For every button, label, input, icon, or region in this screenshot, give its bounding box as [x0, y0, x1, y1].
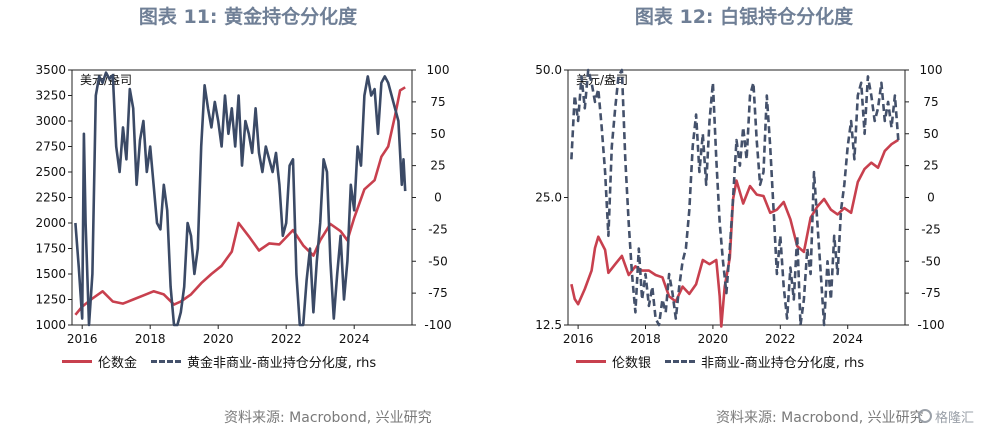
- right-axis-tick-label: 100: [427, 63, 450, 77]
- legend-item: 伦数金: [62, 352, 137, 371]
- left-axis-tick-label: 3250: [35, 89, 66, 103]
- left-axis-tick-label: 1250: [35, 293, 66, 307]
- unit-label: 美元/盎司: [80, 73, 132, 87]
- right-axis-tick-label: 25: [430, 159, 445, 173]
- unit-label: 美元/盎司: [576, 73, 628, 87]
- right-axis-tick-label: -75: [428, 286, 448, 300]
- legend-label: 伦数银: [612, 356, 652, 371]
- x-axis-tick-label: 2022: [271, 332, 302, 346]
- x-axis-tick-label: 2018: [135, 332, 166, 346]
- silver-chart: 50.0 25.0 12.5 100 75 50 25 0 -25 -50 -75 -100 2016 2…: [535, 63, 944, 346]
- right-axis-tick-label: -50: [428, 254, 448, 268]
- left-axis-tick-label: 2000: [35, 216, 66, 230]
- right-axis-tick-label: -100: [424, 318, 451, 332]
- positioning-series-line: [74, 71, 407, 327]
- left-axis-tick-label: 2750: [35, 140, 66, 154]
- left-axis-tick-label: 50.0: [535, 63, 562, 77]
- left-axis-tick-label: 2500: [35, 165, 66, 179]
- legend-label: 黄金非商业-商业持仓分化度, rhs: [187, 356, 377, 371]
- right-axis-tick-label: 0: [434, 191, 442, 205]
- legend-item: 非商业-商业持仓分化度, rhs: [665, 352, 864, 371]
- watermark-logo-icon: [918, 409, 932, 423]
- legend-item: 黄金非商业-商业持仓分化度, rhs: [151, 352, 376, 371]
- legend-swatch-solid: [62, 360, 92, 363]
- x-axis-tick-label: 2022: [765, 332, 796, 346]
- right-axis-tick-label: 50: [923, 127, 938, 141]
- gold-chart: 3500 3250 3000 2750 2500 2250 2000 1750 1500 1250…: [35, 63, 451, 346]
- legend-item: 伦数银: [576, 352, 651, 371]
- right-axis-tick-label: -75: [921, 286, 941, 300]
- chart-title: 图表 12: 白银持仓分化度: [634, 6, 854, 28]
- left-axis-tick-label: 1000: [35, 318, 66, 332]
- chart-legend: 伦数金 黄金非商业-商业持仓分化度, rhs: [62, 352, 390, 371]
- right-axis-tick-label: 75: [923, 95, 938, 109]
- right-axis-tick-label: -100: [917, 318, 944, 332]
- legend-label: 非商业-商业持仓分化度, rhs: [701, 356, 865, 371]
- chart-legend: 伦数银 非商业-商业持仓分化度, rhs: [576, 352, 878, 371]
- left-axis-tick-label: 12.5: [535, 318, 562, 332]
- right-axis-tick-label: -25: [921, 222, 941, 236]
- x-axis-tick-label: 2018: [630, 332, 661, 346]
- legend-label: 伦数金: [98, 356, 138, 371]
- right-axis-tick-label: -25: [428, 222, 448, 236]
- left-axis-tick-label: 2250: [35, 191, 66, 205]
- legend-swatch-dash: [151, 360, 182, 363]
- left-axis-tick-label: 1750: [35, 242, 66, 256]
- left-axis-tick-label: 1500: [35, 267, 66, 281]
- left-axis-tick-label: 25.0: [535, 191, 562, 205]
- x-axis-tick-label: 2020: [203, 332, 234, 346]
- right-axis-tick-label: 50: [430, 127, 445, 141]
- silver-chart-panel: 图表 12: 白银持仓分化度 50.0 25.0 12.5 100 75 50 25 0 -25…: [496, 0, 992, 432]
- gold-chart-panel: 图表 11: 黄金持仓分化度 3500 3250 3000 2750 2500 2250 2…: [35, 6, 451, 426]
- x-axis-tick-label: 2016: [67, 332, 98, 346]
- positioning-series-line: [570, 68, 900, 327]
- x-axis-tick-label: 2024: [832, 332, 863, 346]
- price-series-line: [74, 86, 406, 316]
- left-axis-tick-label: 3000: [35, 114, 66, 128]
- source-note: 资料来源: Macrobond, 兴业研究: [716, 410, 924, 426]
- x-axis-tick-label: 2016: [563, 332, 594, 346]
- watermark: 格隆汇: [918, 404, 988, 428]
- right-axis-tick-label: 100: [920, 63, 943, 77]
- x-axis-tick-label: 2024: [339, 332, 370, 346]
- right-axis-tick-label: 0: [927, 191, 935, 205]
- right-axis-tick-label: -50: [921, 254, 941, 268]
- watermark-text: 格隆汇: [935, 410, 975, 426]
- source-note: 资料来源: Macrobond, 兴业研究: [224, 410, 432, 426]
- chart-title: 图表 11: 黄金持仓分化度: [138, 6, 358, 28]
- right-axis-tick-label: 75: [430, 95, 445, 109]
- legend-swatch-solid: [576, 360, 606, 363]
- legend-swatch-dash: [665, 360, 696, 363]
- right-axis-tick-label: 25: [923, 159, 938, 173]
- left-axis-tick-label: 3500: [35, 63, 66, 77]
- x-axis-tick-label: 2020: [698, 332, 729, 346]
